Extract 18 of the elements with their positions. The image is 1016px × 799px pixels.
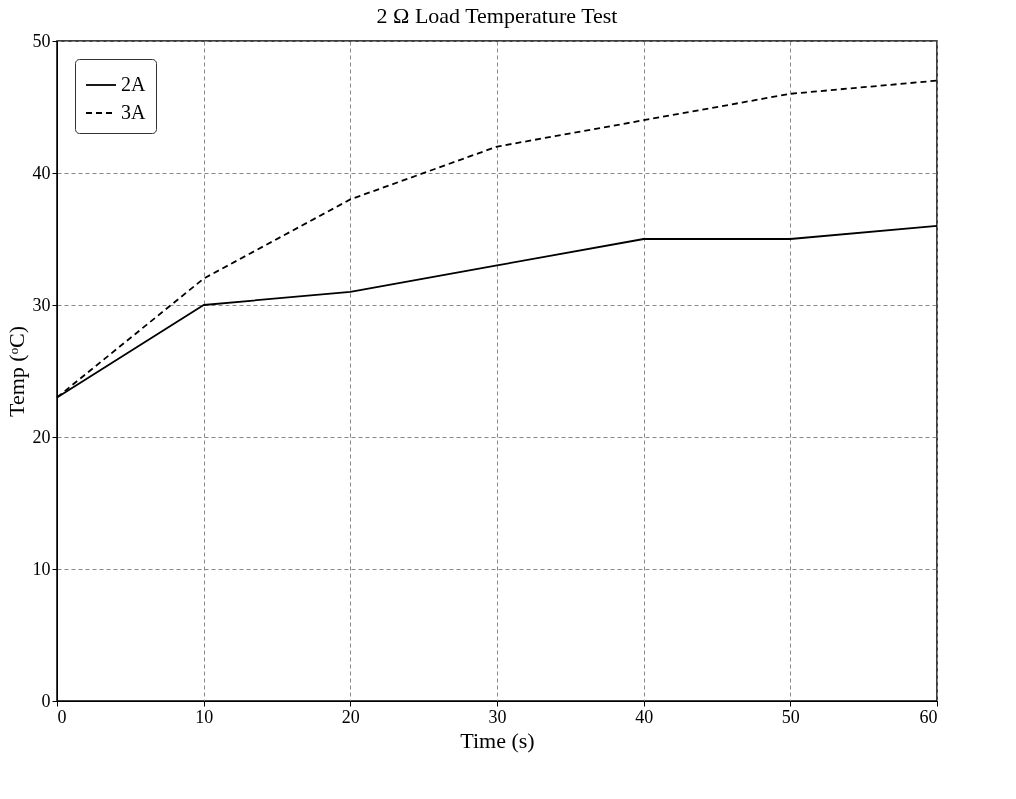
x-tick-label: 30 bbox=[488, 706, 507, 727]
x-tick-label: 20 bbox=[341, 706, 360, 727]
x-tick-label: 40 bbox=[635, 706, 654, 727]
y-tick-label: 50 bbox=[32, 30, 51, 51]
x-tick-label: 50 bbox=[781, 706, 800, 727]
y-tick-label: 40 bbox=[32, 162, 51, 183]
y-tick-label: 30 bbox=[32, 294, 51, 315]
y-tick-label: 10 bbox=[32, 558, 51, 579]
legend-label: 2A bbox=[121, 73, 146, 95]
y-axis-title: Temp (ᵒC) bbox=[3, 326, 29, 417]
x-tick-label: 10 bbox=[195, 706, 214, 727]
chart-title: 2 Ω Load Temperature Test bbox=[376, 3, 618, 28]
x-axis-title: Time (s) bbox=[460, 727, 535, 753]
legend-label: 3A bbox=[121, 101, 146, 123]
x-tick-label: 60 bbox=[919, 706, 938, 727]
x-tick-label: 0 bbox=[57, 706, 67, 727]
y-tick-label: 0 bbox=[41, 690, 51, 711]
y-tick-label: 20 bbox=[32, 426, 51, 447]
